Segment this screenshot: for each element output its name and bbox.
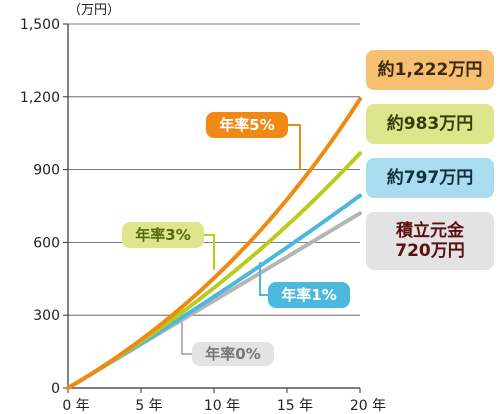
x-tick-label: 15 年 bbox=[277, 398, 313, 414]
end-label-rate1: 約797万円 bbox=[366, 158, 494, 198]
tag-leader-line bbox=[288, 124, 301, 170]
gridlines bbox=[68, 23, 360, 316]
y-tick-label: 900 bbox=[33, 163, 60, 179]
y-tick-labels: 0 300 600 900 1,200 1,500 bbox=[20, 17, 68, 397]
series-tag-leaders bbox=[181, 124, 301, 355]
x-tick-label: 10 年 bbox=[204, 398, 240, 414]
y-tick-label: 300 bbox=[33, 308, 60, 324]
end-label-principal: 積立元金 720万円 bbox=[366, 212, 494, 270]
series-tag-rate3: 年率3% bbox=[122, 222, 204, 248]
x-tick-label: 20 年 bbox=[350, 398, 386, 414]
series-line-年率5% bbox=[66, 97, 362, 390]
tag-leader-line bbox=[204, 234, 215, 270]
y-unit-label: （万円） bbox=[68, 3, 120, 18]
series-tag-rate1: 年率1% bbox=[268, 282, 350, 308]
series-tag-rate0: 年率0% bbox=[192, 342, 274, 366]
y-tick-label: 0 bbox=[51, 381, 60, 397]
x-tick-label: 5 年 bbox=[135, 398, 162, 414]
x-tick-labels: 0 年 5 年 10 年 15 年 20 年 bbox=[62, 388, 386, 414]
tag-leader-line bbox=[259, 262, 268, 296]
end-label-rate3: 約983万円 bbox=[366, 104, 494, 144]
end-label-rate5: 約1,222万円 bbox=[366, 50, 494, 90]
y-tick-label: 600 bbox=[33, 235, 60, 251]
tag-leader-line bbox=[181, 322, 192, 355]
y-tick-label: 1,500 bbox=[20, 17, 60, 33]
series-lines bbox=[66, 89, 362, 390]
x-tick-label: 0 年 bbox=[62, 398, 89, 414]
y-tick-label: 1,200 bbox=[20, 90, 60, 106]
series-tag-rate5: 年率5% bbox=[206, 112, 288, 138]
